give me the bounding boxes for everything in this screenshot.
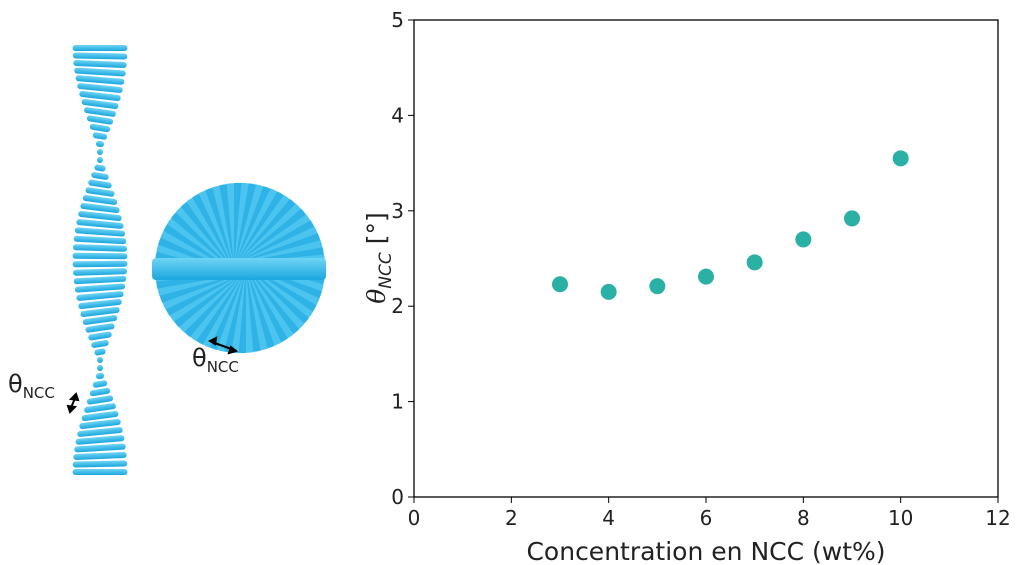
data-point <box>698 268 714 285</box>
ribbon-rod <box>73 452 127 460</box>
y-axis-label: θNCC [°] <box>362 212 396 304</box>
ribbon-rod <box>73 275 127 285</box>
ribbon-rod <box>97 357 103 363</box>
ribbon-rod <box>80 202 120 214</box>
ribbon-rod <box>95 372 105 380</box>
ribbon-rod <box>72 45 128 51</box>
ribbon-rod <box>79 90 121 102</box>
data-point <box>649 278 666 295</box>
ribbon-rod <box>78 299 122 309</box>
ribbon-rod <box>85 187 115 197</box>
ribbon-rod <box>86 395 114 405</box>
plot-frame <box>413 19 999 498</box>
ribbon-rod <box>75 435 125 445</box>
theta-subscript: NCC <box>23 384 55 402</box>
ribbon-rod <box>80 306 120 318</box>
y-label-symbol: θ <box>362 289 391 304</box>
ribbon-rod <box>89 123 111 133</box>
x-tick-label: 10 <box>888 506 913 530</box>
ribbon-rod <box>82 315 118 325</box>
theta-label: θNCC <box>192 344 239 376</box>
ribbon-rod <box>72 252 128 260</box>
ribbon-rod <box>74 443 126 453</box>
ribbon-rod <box>97 157 103 163</box>
ribbon-rod <box>88 331 112 341</box>
y-tick-label: 2 <box>391 294 404 318</box>
ribbon-rod <box>91 172 109 180</box>
data-point <box>746 254 763 271</box>
ribbon-rod <box>84 403 116 413</box>
theta-symbol: θ <box>8 370 23 398</box>
x-tick-label: 0 <box>408 506 421 530</box>
x-tick-label: 8 <box>797 506 810 530</box>
ribbon-rod <box>92 132 108 140</box>
ribbon-rod <box>81 411 119 421</box>
y-label-subscript: NCC <box>376 252 396 289</box>
ribbon-rod <box>72 260 128 268</box>
ribbon-rod <box>72 460 128 468</box>
ribbon-rod <box>72 244 128 252</box>
ribbon-rod <box>97 365 103 371</box>
ribbon-rod <box>97 149 103 155</box>
ribbon-rod <box>75 75 125 85</box>
y-tick-label: 1 <box>391 390 404 414</box>
ribbon-rod <box>72 268 128 276</box>
illustration <box>72 45 326 475</box>
ribbon-rod <box>72 469 128 475</box>
x-tick-label: 6 <box>700 506 713 530</box>
theta-symbol: θ <box>192 344 207 372</box>
y-tick-label: 3 <box>391 199 404 223</box>
ribbon-rod <box>78 211 122 221</box>
ribbon-rod <box>92 380 108 388</box>
ribbon-rod <box>74 227 126 237</box>
ribbon-rod <box>82 195 118 205</box>
ribbon-rod <box>81 99 119 109</box>
data-point <box>600 283 617 300</box>
ribbon-rod <box>84 107 116 117</box>
ribbon-rod <box>91 340 109 348</box>
ribbon-rod <box>95 140 105 148</box>
ribbon-rod <box>86 115 114 125</box>
x-tick-label: 4 <box>602 506 615 530</box>
ribbon-rod <box>73 60 127 68</box>
x-tick-label: 2 <box>505 506 518 530</box>
ribbon-rod <box>72 52 128 60</box>
y-tick-label: 5 <box>391 8 404 32</box>
theta-subscript: NCC <box>207 358 239 376</box>
theta-label: θNCC <box>8 370 55 402</box>
ribbon-rod <box>89 387 111 397</box>
x-tick-label: 12 <box>985 506 1010 530</box>
data-point <box>795 231 812 248</box>
ribbon-rod <box>74 283 126 293</box>
y-tick-label: 4 <box>391 103 404 127</box>
ribbon-rod <box>88 179 112 189</box>
x-axis-label: Concentration en NCC (wt%) <box>526 537 885 565</box>
ribbon-rod <box>77 427 123 437</box>
ribbon-rod <box>79 418 121 430</box>
y-label-unit: [°] <box>362 212 391 244</box>
ribbon-rod <box>94 164 106 172</box>
data-point <box>892 150 909 167</box>
ribbon-rod <box>73 235 127 245</box>
ribbon-rod <box>76 219 124 229</box>
disk-axis-rod <box>152 258 326 280</box>
y-tick-label: 0 <box>391 485 404 509</box>
data-point <box>552 276 568 293</box>
ribbon-rod <box>74 67 126 77</box>
arrows <box>66 336 239 414</box>
data-point <box>844 210 860 227</box>
ribbon-rod <box>77 83 123 93</box>
ribbon-rod <box>94 348 106 356</box>
ribbon-rod <box>76 291 124 301</box>
ribbon-rod <box>85 323 115 333</box>
